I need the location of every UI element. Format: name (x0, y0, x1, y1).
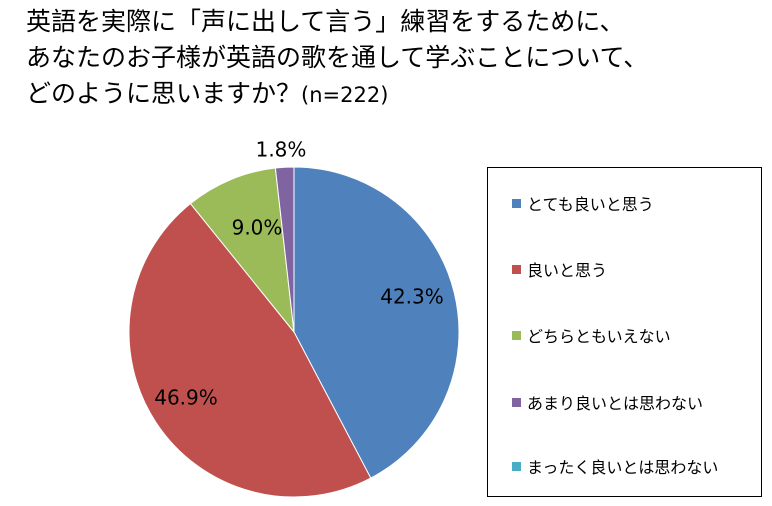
data-label-4: 1.8% (256, 138, 307, 162)
pie-slice-4 (274, 166, 295, 333)
legend-swatch-1 (512, 198, 521, 208)
title-line-2: あなたのお子様が英語の歌を通して学ぶことについて、 (26, 43, 649, 72)
legend-label-2: 良いと思う (527, 261, 608, 280)
title-line-3-text: どのように思いますか？ (26, 79, 302, 108)
legend: とても良いと思う 良いと思う どちらともいえない あまり良いとは思わない まった… (487, 167, 762, 497)
pie-slice-2 (128, 202, 372, 498)
chart-title: 英語を実際に「声に出して言う」練習をするために、 あなたのお子様が英語の歌を通し… (26, 4, 766, 113)
legend-item-4: あまり良いとは思わない (512, 390, 703, 414)
pie-slice-1 (293, 166, 460, 479)
legend-label-5: まったく良いとは思わない (527, 458, 719, 477)
data-label-1: 42.3% (380, 285, 444, 309)
legend-item-1: とても良いと思う (512, 191, 654, 215)
legend-swatch-2 (512, 264, 521, 274)
sample-size: (n=222) (301, 83, 389, 107)
legend-item-3: どちらともいえない (512, 323, 671, 347)
legend-swatch-5 (512, 461, 521, 471)
legend-label-3: どちらともいえない (527, 327, 671, 346)
data-label-2: 46.9% (154, 386, 218, 410)
legend-swatch-4 (512, 397, 521, 407)
legend-item-5: まったく良いとは思わない (512, 454, 718, 478)
legend-label-1: とても良いと思う (527, 195, 654, 214)
legend-swatch-3 (512, 330, 521, 340)
pie-slice-3 (189, 167, 295, 334)
legend-label-4: あまり良いとは思わない (527, 394, 704, 413)
data-label-3: 9.0% (232, 216, 283, 240)
title-line-1: 英語を実際に「声に出して言う」練習をするために、 (26, 7, 625, 36)
title-line-3: どのように思いますか？(n=222) (26, 76, 766, 113)
legend-item-2: 良いと思う (512, 257, 607, 281)
